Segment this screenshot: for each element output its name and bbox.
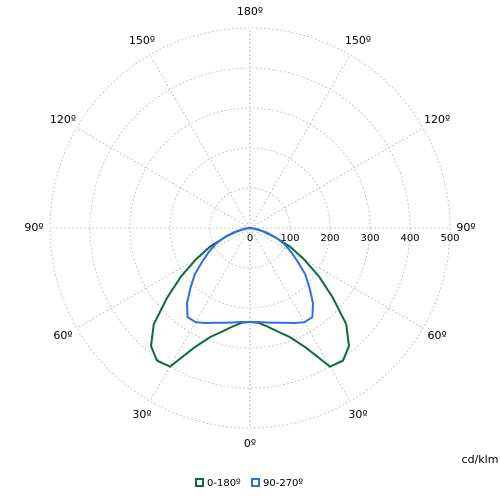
angle-label: 150º [345,34,371,47]
angle-label: 30º [132,408,151,421]
angle-label: 60º [53,329,72,342]
legend-swatch [251,478,260,487]
angle-label: 0º [244,437,256,450]
grid-spoke [76,127,251,229]
series-line [149,227,251,368]
grid-ring [49,27,451,429]
angle-label: 60º [427,329,446,342]
grid-spoke [76,227,251,329]
legend-label: 0-180º [207,478,241,489]
series-line [249,227,315,325]
unit-label: cd/klm [462,453,499,466]
angle-label: 90º [456,221,475,234]
angle-label: 120º [50,113,76,126]
grid-spoke [249,127,424,229]
r-tick-label: 100 [280,233,299,244]
angle-label: 120º [424,113,450,126]
angle-label: 90º [24,221,43,234]
grid-spoke [249,227,351,402]
angle-label: 150º [129,34,155,47]
grid-spoke [249,54,351,229]
legend-swatch [195,478,204,487]
r-tick-label: 0 [247,233,253,244]
grid-spoke [149,54,251,229]
angle-label: 30º [348,408,367,421]
r-tick-label: 400 [400,233,419,244]
r-tick-label: 500 [440,233,459,244]
grid-spoke [249,227,424,329]
series-line [185,227,251,325]
r-tick-label: 300 [360,233,379,244]
legend-label: 90-270º [263,478,303,489]
r-tick-label: 200 [320,233,339,244]
series-line [249,227,351,368]
angle-label: 180º [237,5,263,18]
grid-spoke [149,227,251,402]
